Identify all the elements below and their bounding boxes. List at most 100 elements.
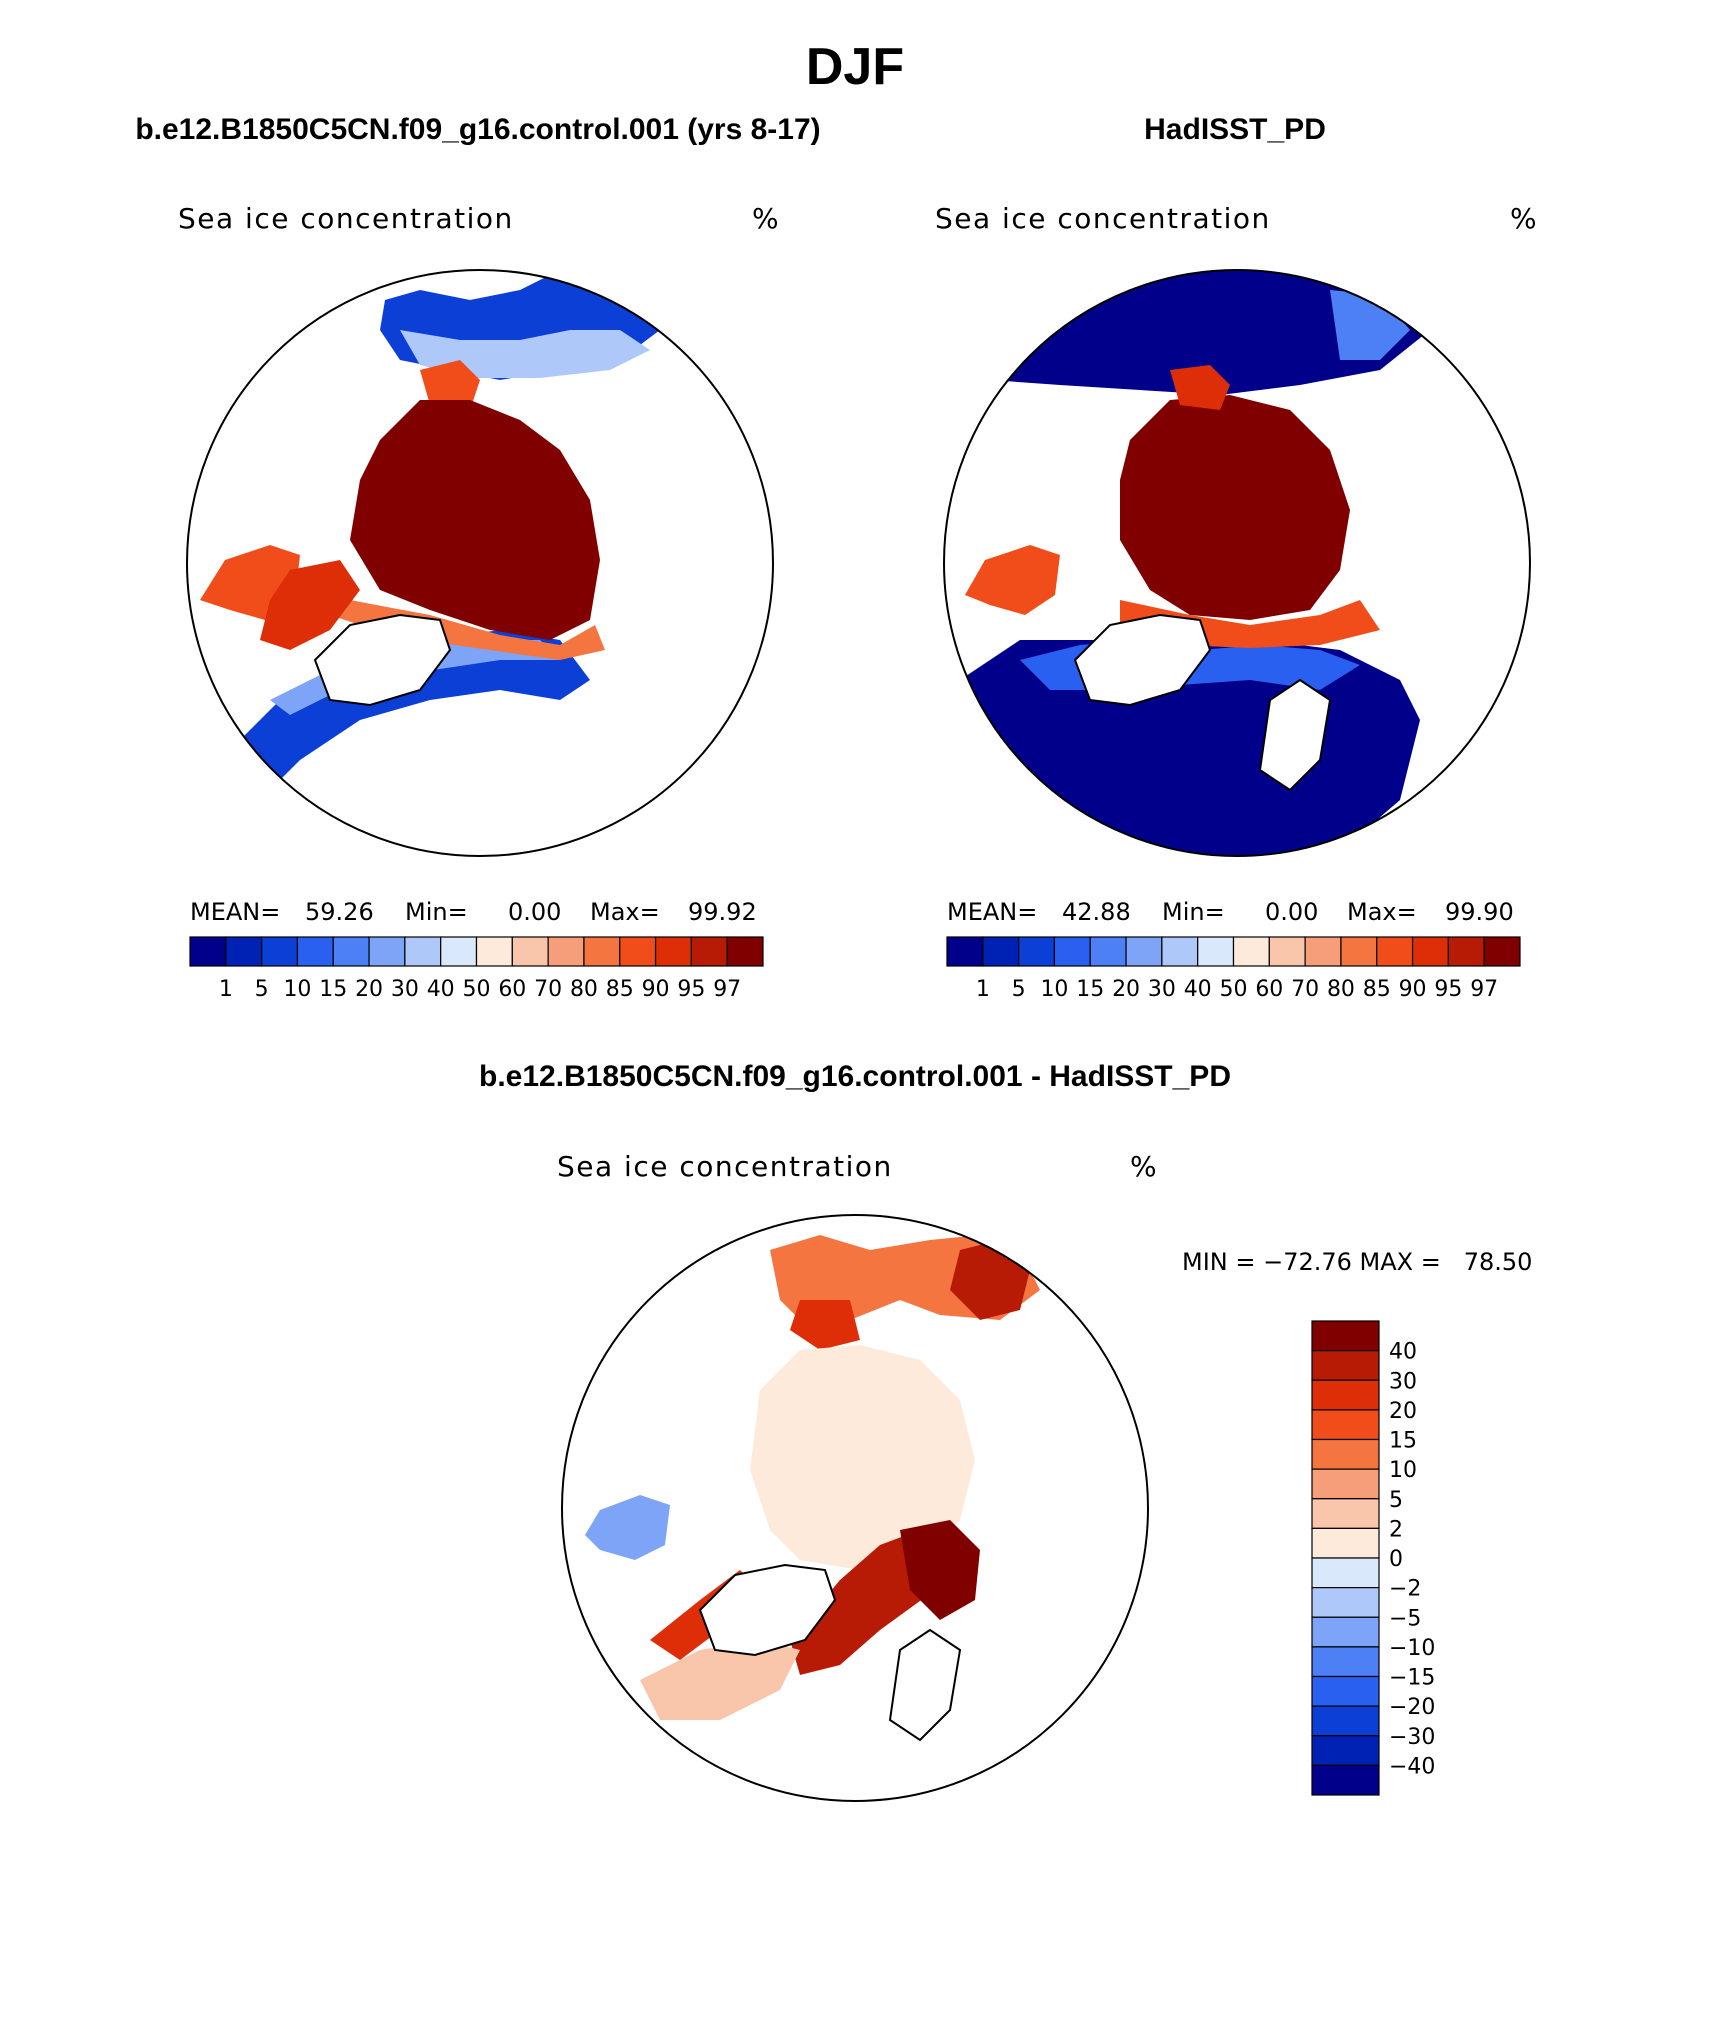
colorbar-diff-label-4: 10 xyxy=(1389,1458,1417,1483)
colorbar-model-box-6 xyxy=(404,936,442,967)
colorbar-diff-box-11 xyxy=(1311,1646,1380,1678)
map-obs xyxy=(943,269,1531,857)
colorbar-obs-label-8: 60 xyxy=(1255,977,1283,1002)
colorbar-diff-box-14 xyxy=(1311,1735,1380,1766)
colorbar-diff-label-6: 2 xyxy=(1389,1517,1403,1542)
colorbar-model-label-11: 85 xyxy=(606,977,634,1002)
panel-right-title: HadISST_PD xyxy=(1144,113,1326,146)
colorbar-model: 1 5 10 15 20 30 40 50 60 70 80 85 90 95 97 xyxy=(189,936,764,1002)
map-model-bering-ice xyxy=(420,360,480,410)
map-diff xyxy=(561,1214,1149,1802)
colorbar-obs-box-9 xyxy=(1268,936,1306,967)
colorbar-model-label-9: 70 xyxy=(534,977,562,1002)
colorbar-diff-box-4 xyxy=(1311,1438,1380,1470)
colorbar-diff-label-9: −5 xyxy=(1389,1606,1421,1631)
colorbar-model-box-13 xyxy=(654,936,692,967)
stats-model-mean-label: MEAN= xyxy=(190,898,280,926)
stats-obs-min-label: Min= xyxy=(1162,898,1225,926)
colorbar-obs-box-6 xyxy=(1161,936,1199,967)
colorbar-obs-label-0: 1 xyxy=(976,977,990,1002)
colorbar-diff-box-1 xyxy=(1311,1350,1380,1381)
colorbar-obs-label-5: 30 xyxy=(1148,977,1176,1002)
colorbar-model-label-5: 30 xyxy=(391,977,419,1002)
colorbar-obs-box-13 xyxy=(1411,936,1449,967)
map-diff-barents-anomaly xyxy=(900,1520,980,1620)
colorbar-obs-box-2 xyxy=(1018,936,1056,967)
colorbar-diff-label-1: 30 xyxy=(1389,1369,1417,1394)
colorbar-obs-box-3 xyxy=(1053,936,1091,967)
map-model-central-pack xyxy=(350,400,600,640)
colorbar-model-label-12: 90 xyxy=(642,977,670,1002)
figure-title: DJF xyxy=(806,38,904,96)
colorbar-obs-label-11: 85 xyxy=(1363,977,1391,1002)
colorbar-diff-label-8: −2 xyxy=(1389,1577,1421,1602)
colorbar-diff-label-11: −15 xyxy=(1389,1666,1435,1691)
stats-obs-min: 0.00 xyxy=(1265,898,1318,926)
stats-diff: MIN = −72.76 MAX = 78.50 xyxy=(1182,1248,1532,1276)
colorbar-model-label-8: 60 xyxy=(498,977,526,1002)
colorbar-obs-label-12: 90 xyxy=(1399,977,1427,1002)
colorbar-diff-box-12 xyxy=(1311,1675,1380,1707)
colorbar-diff-box-6 xyxy=(1311,1498,1380,1529)
colorbar-obs-box-14 xyxy=(1447,936,1485,967)
panel-diff-variable: Sea ice concentration xyxy=(557,1150,893,1183)
colorbar-diff-box-13 xyxy=(1311,1705,1380,1737)
map-obs-labrador-ice xyxy=(965,545,1060,615)
colorbar-obs-box-1 xyxy=(982,936,1020,967)
colorbar-obs-box-10 xyxy=(1304,936,1342,967)
colorbar-model-label-10: 80 xyxy=(570,977,598,1002)
colorbar-model-box-9 xyxy=(511,936,549,967)
map-model-baffin-ice xyxy=(260,560,360,650)
colorbar-obs-box-11 xyxy=(1340,936,1378,967)
colorbar-model-box-0 xyxy=(189,936,227,967)
map-diff-labrador-anomaly xyxy=(585,1495,670,1560)
colorbar-model-label-3: 15 xyxy=(319,977,347,1002)
colorbar-diff-label-10: −10 xyxy=(1389,1636,1435,1661)
colorbar-diff-box-10 xyxy=(1311,1616,1380,1648)
map-model-ocean-atlantic xyxy=(240,630,590,790)
colorbar-diff-box-9 xyxy=(1311,1587,1380,1618)
colorbar-obs-box-12 xyxy=(1376,936,1414,967)
colorbar-model-box-14 xyxy=(690,936,728,967)
colorbar-diff-label-5: 5 xyxy=(1389,1488,1403,1513)
map-obs-bering-ice xyxy=(1170,365,1230,410)
stats-model-min-label: Min= xyxy=(405,898,468,926)
colorbar-diff-label-12: −20 xyxy=(1389,1695,1435,1720)
colorbar-diff-label-7: 0 xyxy=(1389,1547,1403,1572)
colorbar-diff-box-2 xyxy=(1311,1379,1380,1411)
colorbar-diff-label-13: −30 xyxy=(1389,1725,1435,1750)
colorbar-obs-box-8 xyxy=(1232,936,1270,967)
panel-diff-units: % xyxy=(1130,1150,1157,1183)
colorbar-diff-label-0: 40 xyxy=(1389,1340,1417,1365)
colorbar-model-box-8 xyxy=(475,936,513,967)
colorbar-diff-box-15 xyxy=(1311,1764,1380,1796)
colorbar-obs-label-2: 10 xyxy=(1040,977,1068,1002)
map-diff-scandinavia xyxy=(888,1628,962,1742)
colorbar-diff-box-0 xyxy=(1311,1320,1380,1352)
map-diff-atlantic-light xyxy=(640,1640,800,1720)
map-obs-greenland xyxy=(1073,613,1212,707)
colorbar-diff-label-2: 20 xyxy=(1389,1399,1417,1424)
map-obs-scandinavia xyxy=(1258,678,1332,792)
colorbar-diff-box-7 xyxy=(1311,1527,1380,1559)
colorbar-diff-box-3 xyxy=(1311,1409,1380,1441)
colorbar-model-label-7: 50 xyxy=(463,977,491,1002)
colorbar-model-box-1 xyxy=(225,936,263,967)
colorbar-model-box-10 xyxy=(547,936,585,967)
colorbar-model-box-3 xyxy=(296,936,334,967)
colorbar-model-label-14: 97 xyxy=(713,977,741,1002)
stats-obs-max-label: Max= xyxy=(1347,898,1417,926)
panel-left-variable: Sea ice concentration xyxy=(178,202,514,235)
map-model-greenland xyxy=(313,613,452,707)
colorbar-diff-box-8 xyxy=(1311,1557,1380,1589)
stats-obs-mean-label: MEAN= xyxy=(947,898,1037,926)
colorbar-model-box-2 xyxy=(261,936,299,967)
panel-right-units: % xyxy=(1510,202,1537,235)
panel-left-title: b.e12.B1850C5CN.f09_g16.control.001 (yrs… xyxy=(135,113,820,146)
colorbar-model-box-12 xyxy=(619,936,657,967)
map-model xyxy=(186,269,774,857)
map-diff-bering-anomaly xyxy=(790,1300,860,1350)
panel-left-units: % xyxy=(752,202,779,235)
